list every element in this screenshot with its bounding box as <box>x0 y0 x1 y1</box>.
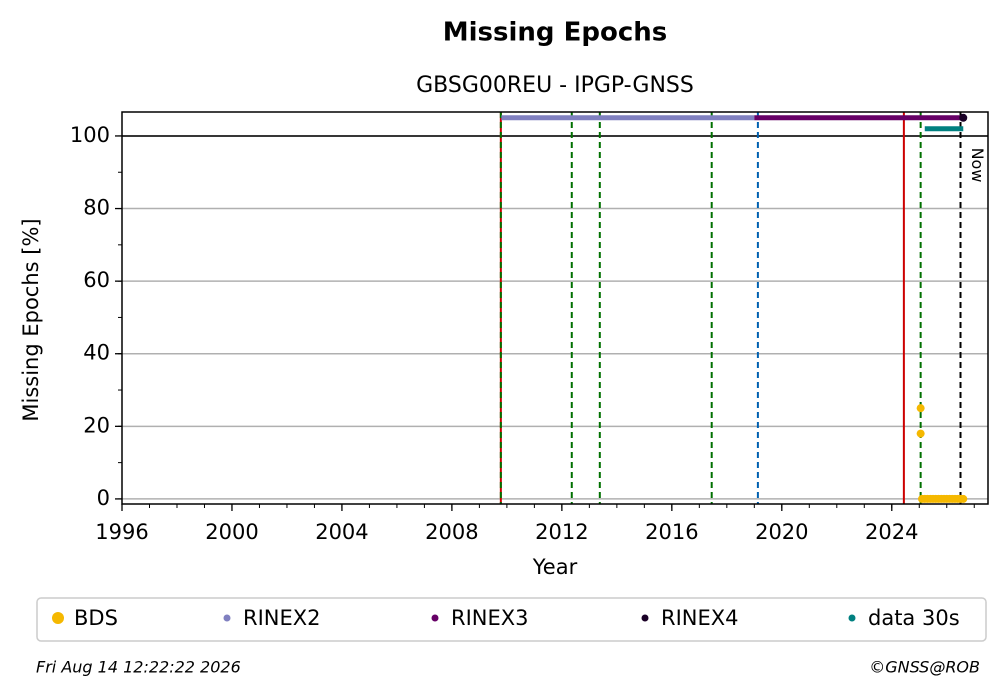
x-tick-label: 2004 <box>315 520 368 544</box>
chart-title: Missing Epochs <box>443 18 667 48</box>
legend-marker <box>52 612 64 624</box>
data-point <box>916 404 925 413</box>
data-point <box>916 429 925 438</box>
y-tick-label: 80 <box>83 196 110 220</box>
data-point <box>959 113 968 122</box>
legend-label: RINEX4 <box>661 606 739 630</box>
y-tick-label: 40 <box>83 341 110 365</box>
plot-frame <box>121 111 989 505</box>
legend-label: RINEX2 <box>243 606 321 630</box>
data-point <box>959 494 968 503</box>
y-tick-label: 0 <box>97 486 110 510</box>
legend-marker <box>431 614 439 622</box>
x-tick-label: 2024 <box>865 520 918 544</box>
x-axis-label: Year <box>532 555 578 579</box>
x-tick-label: 2020 <box>755 520 808 544</box>
legend-marker <box>848 614 856 622</box>
footer-credit: ©GNSS@ROB <box>869 658 980 677</box>
legend-box <box>36 597 987 642</box>
x-tick-label: 2016 <box>645 520 698 544</box>
chart-subtitle: GBSG00REU - IPGP-GNSS <box>416 73 694 98</box>
legend-marker <box>223 614 231 622</box>
y-tick-label: 100 <box>70 123 110 147</box>
legend-label: RINEX3 <box>451 606 529 630</box>
event-label: Now <box>968 148 987 183</box>
legend-label: data 30s <box>868 606 960 630</box>
x-tick-label: 2008 <box>425 520 478 544</box>
legend-label: BDS <box>74 606 118 630</box>
y-axis-label: Missing Epochs [%] <box>19 218 43 421</box>
x-tick-label: 2000 <box>205 520 258 544</box>
x-tick-label: 1996 <box>95 520 148 544</box>
y-tick-label: 60 <box>83 268 110 292</box>
x-tick-label: 2012 <box>535 520 588 544</box>
y-tick-label: 20 <box>83 413 110 437</box>
legend-marker <box>641 614 649 622</box>
footer-date: Fri Aug 14 12:22:22 2026 <box>36 658 241 677</box>
